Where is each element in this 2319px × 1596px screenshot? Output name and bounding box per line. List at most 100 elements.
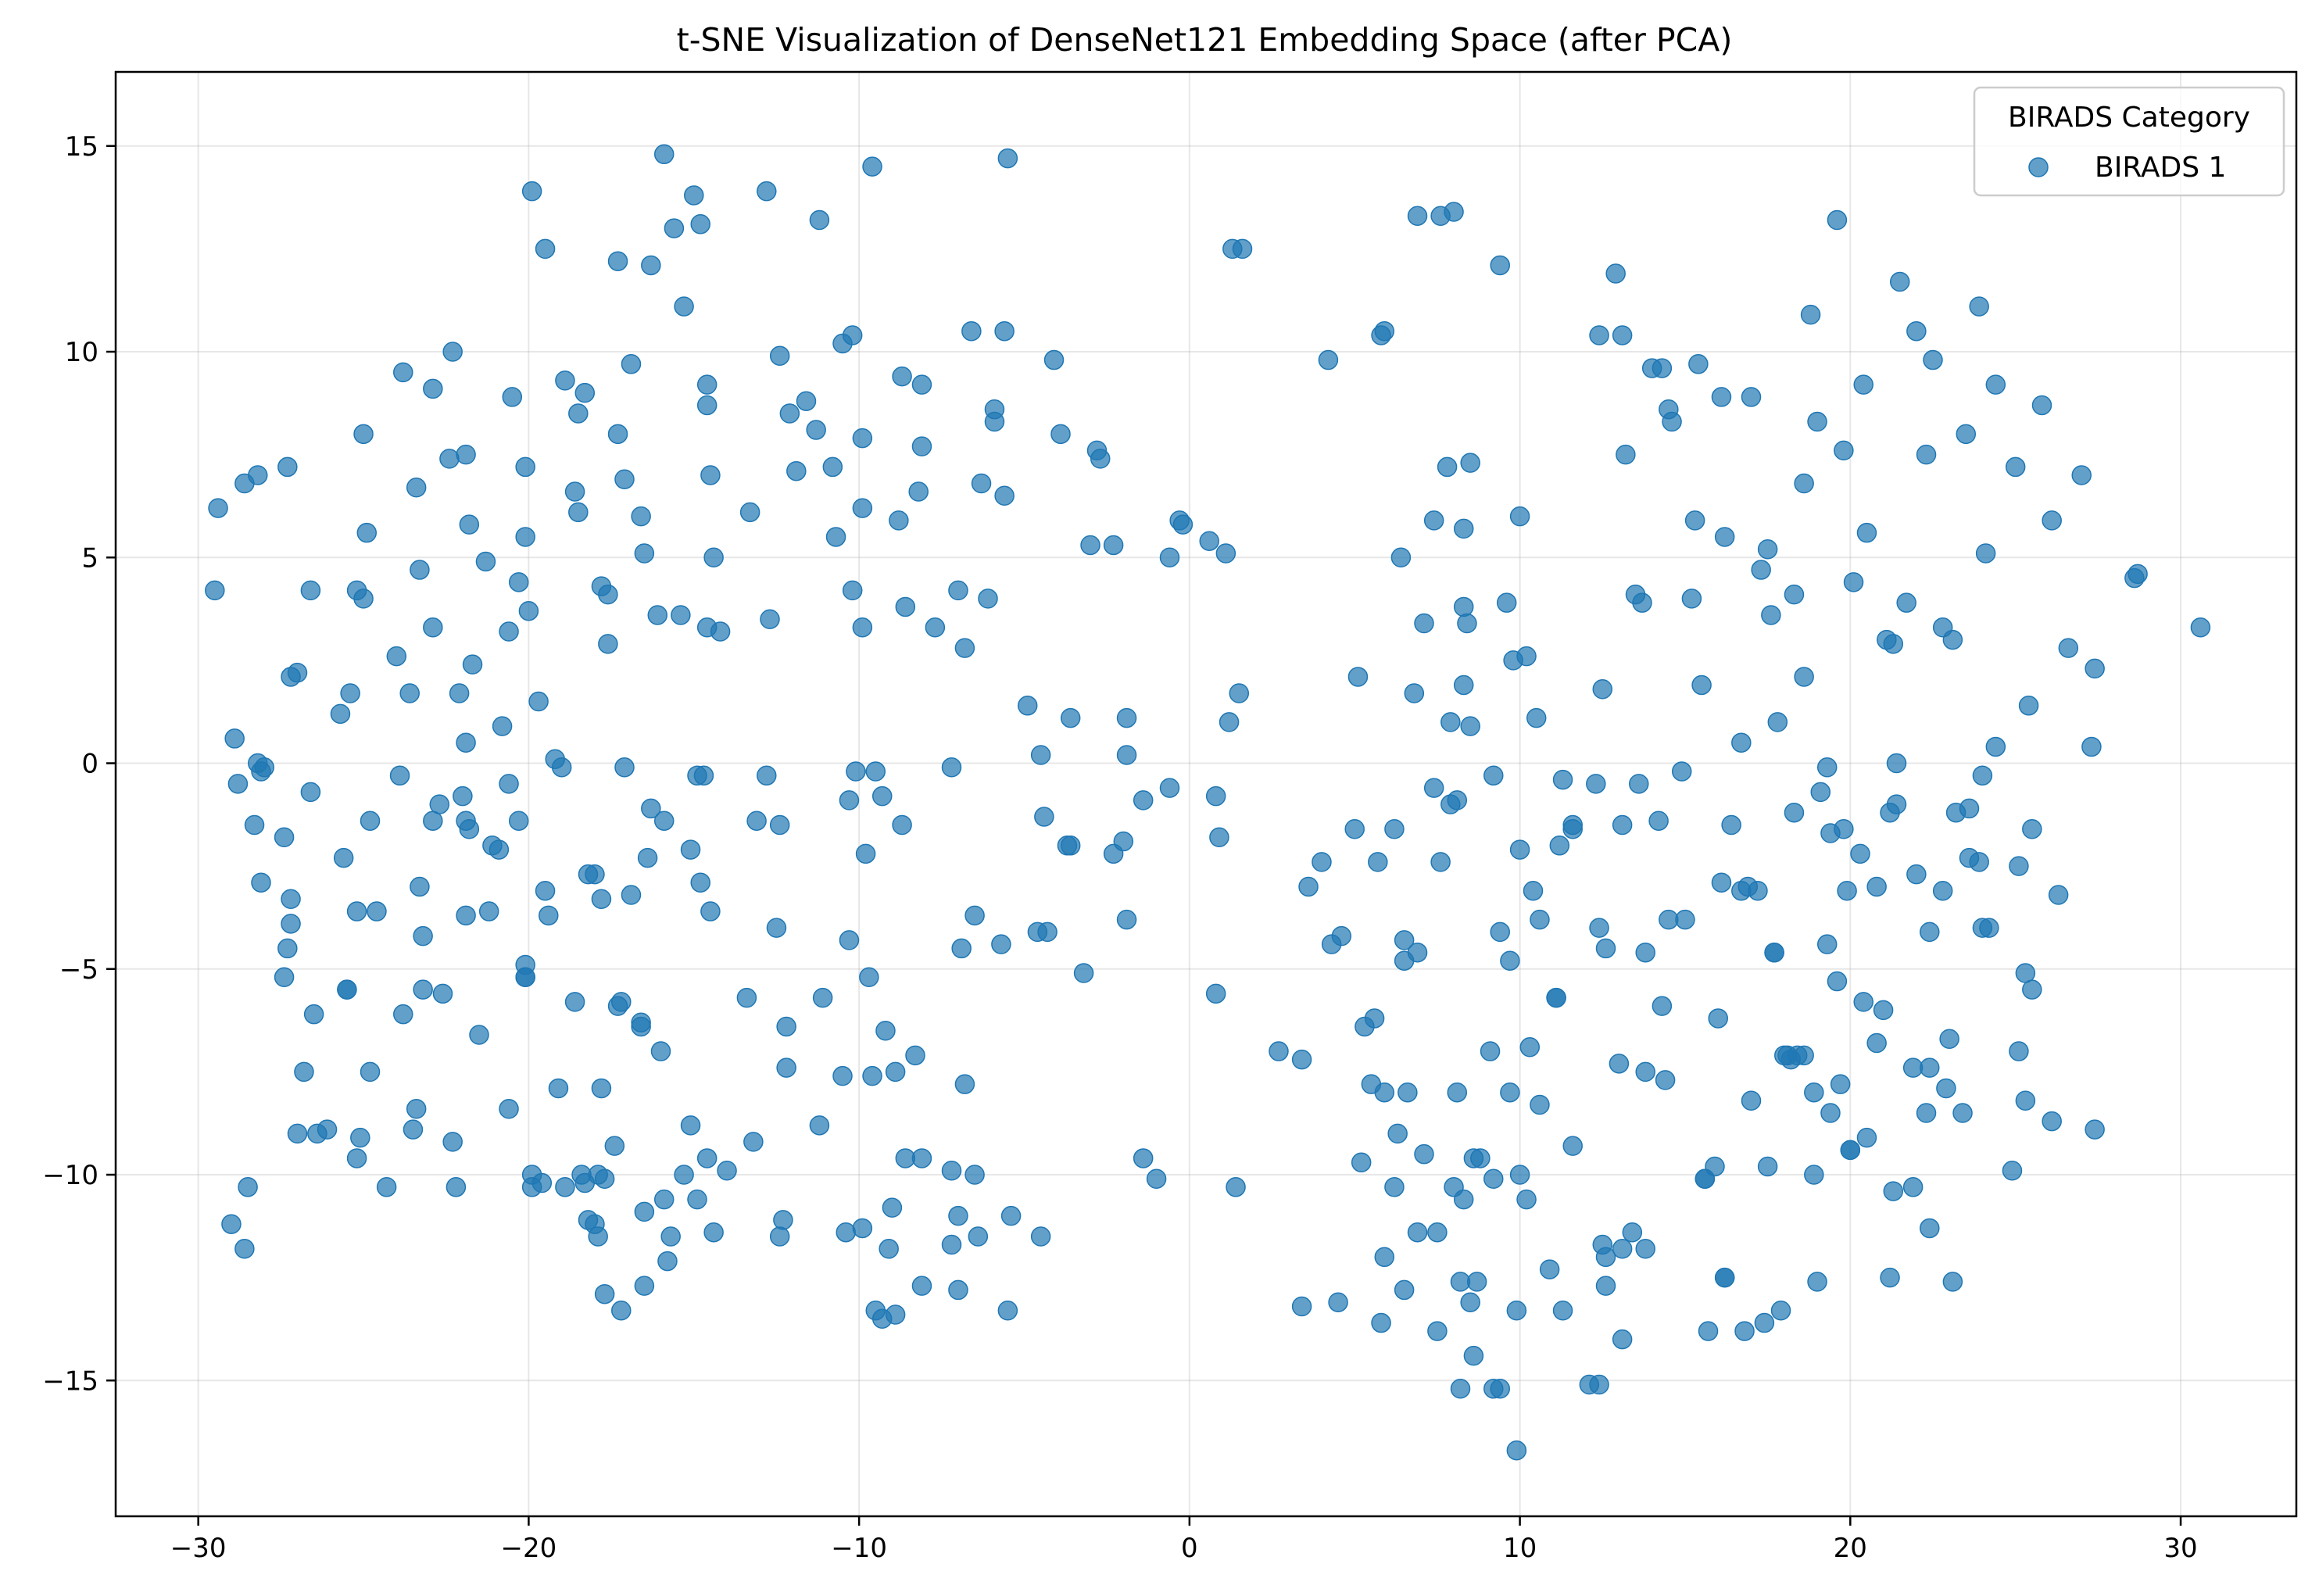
scatter-point <box>1985 736 2006 757</box>
scatter-point <box>1159 547 1180 568</box>
x-tick-label: 0 <box>1181 1533 1198 1564</box>
scatter-point <box>1820 1103 1841 1123</box>
scatter-point <box>1116 909 1137 930</box>
scatter-point <box>852 428 873 449</box>
scatter-point <box>757 765 777 786</box>
scatter-point <box>647 605 668 625</box>
scatter-point <box>521 181 542 202</box>
scatter-point <box>1384 1177 1405 1197</box>
scatter-point <box>1552 1301 1573 1321</box>
scatter-point <box>478 901 499 921</box>
scatter-point <box>456 444 476 465</box>
scatter-point <box>413 925 433 947</box>
scatter-point <box>1579 1374 1600 1395</box>
scatter-point <box>604 1136 625 1156</box>
scatter-point <box>786 460 807 481</box>
scatter-point <box>1721 814 1741 836</box>
scatter-point <box>1612 814 1633 836</box>
scatter-point <box>1761 605 1781 625</box>
scatter-point <box>611 1301 632 1321</box>
scatter-point <box>2015 1090 2036 1111</box>
scatter-point <box>1816 757 1838 778</box>
scatter-point <box>568 502 589 523</box>
scatter-point <box>238 1177 258 1197</box>
scatter-point <box>1939 1029 1959 1050</box>
scatter-point <box>885 1304 906 1325</box>
scatter-point <box>1444 202 1464 222</box>
scatter-point <box>895 596 916 617</box>
scatter-point <box>406 1099 427 1119</box>
scatter-point <box>1691 675 1712 696</box>
scatter-point <box>1866 876 1887 897</box>
scatter-point <box>1414 613 1434 634</box>
scatter-point <box>1490 921 1510 943</box>
scatter-point <box>1060 707 1081 728</box>
scatter-point <box>1496 592 1517 613</box>
scatter-point <box>1516 1189 1537 1210</box>
scatter-point <box>1437 456 1458 478</box>
x-tick-label: −30 <box>170 1533 227 1564</box>
scatter-point <box>1741 1090 1762 1111</box>
scatter-point <box>769 1226 790 1247</box>
scatter-point <box>812 987 833 1008</box>
scatter-point <box>809 1115 830 1136</box>
scatter-point <box>634 1276 655 1296</box>
scatter-point <box>1552 769 1573 790</box>
scatter-point <box>1612 1329 1633 1350</box>
scatter-point <box>1030 1226 1051 1247</box>
scatter-point <box>1017 696 1038 716</box>
scatter-point <box>746 811 767 831</box>
scatter-point <box>1519 1037 1541 1057</box>
scatter-point <box>1757 1156 1778 1177</box>
scatter-point <box>1886 794 1907 814</box>
scatter-point <box>1652 996 1673 1016</box>
scatter-point <box>1827 971 1848 992</box>
scatter-point <box>224 728 245 749</box>
scatter-point <box>221 1214 242 1234</box>
scatter-point <box>889 510 909 531</box>
scatter-point <box>515 527 535 547</box>
scatter-point <box>508 811 529 831</box>
scatter-point <box>1407 1222 1428 1243</box>
scatter-point <box>1889 271 1910 292</box>
scatter-point <box>653 1189 675 1210</box>
scatter-point <box>423 617 443 638</box>
scatter-point <box>294 1061 314 1082</box>
scatter-point <box>2009 856 2029 876</box>
scatter-point <box>779 403 800 424</box>
scatter-point <box>1589 325 1609 345</box>
scatter-point <box>1116 745 1137 765</box>
scatter-point <box>1784 584 1805 605</box>
scatter-point <box>908 481 929 502</box>
scatter-point <box>1975 543 1996 564</box>
scatter-point <box>871 785 893 807</box>
scatter-point <box>1291 1296 1312 1317</box>
scatter-point <box>462 654 483 675</box>
scatter-point <box>337 979 357 1000</box>
scatter-point <box>1430 852 1451 872</box>
scatter-point <box>1985 374 2006 395</box>
scatter-point <box>809 209 830 231</box>
legend: BIRADS Category BIRADS 1 <box>1973 86 2285 197</box>
chart-title: t-SNE Visualization of DenseNet121 Embed… <box>677 21 1733 59</box>
scatter-point <box>1509 506 1530 527</box>
scatter-point <box>1853 374 1873 395</box>
scatter-point <box>1453 518 1474 539</box>
scatter-point <box>482 836 503 856</box>
scatter-point <box>403 1119 424 1140</box>
scatter-point <box>1460 453 1480 473</box>
scatter-point <box>1351 1152 1372 1172</box>
scatter-point <box>1972 918 1993 938</box>
scatter-point <box>634 1201 655 1222</box>
scatter-point <box>660 1226 681 1247</box>
scatter-point <box>611 992 632 1012</box>
scatter-point <box>757 181 777 202</box>
scatter-point <box>1116 707 1137 728</box>
scatter-point <box>1810 782 1831 803</box>
scatter-point <box>1440 794 1461 814</box>
scatter-point <box>1530 1094 1550 1115</box>
scatter-point <box>1080 535 1100 556</box>
scatter-point <box>1698 1321 1719 1341</box>
scatter-point <box>1509 839 1530 860</box>
scatter-point <box>303 1004 324 1025</box>
